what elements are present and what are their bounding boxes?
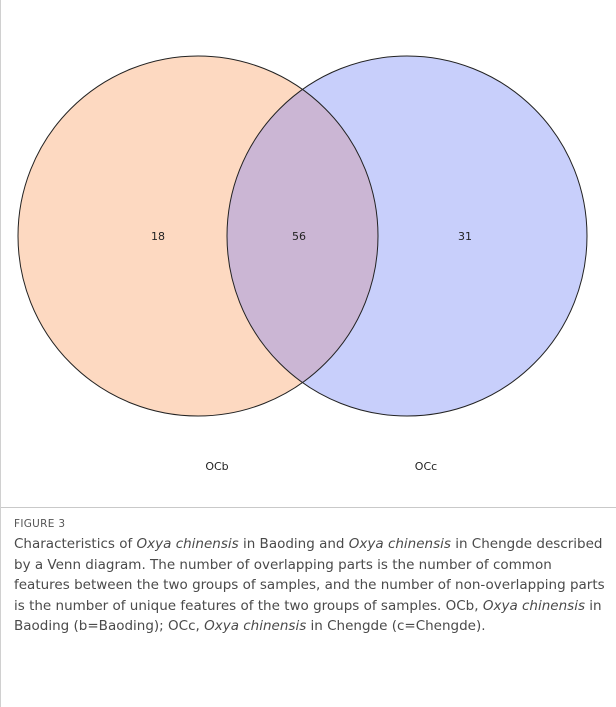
caption-species-name: Oxya chinensis [136, 536, 239, 552]
caption-species-name: Oxya chinensis [348, 536, 451, 552]
venn-circle-ocb-outline [17, 55, 379, 417]
caption-species-name: Oxya chinensis [482, 597, 585, 614]
venn-intersection [227, 56, 378, 416]
caption-text: Characteristics of [14, 536, 137, 552]
venn-diagram: 18 56 31 OCb OCc [17, 55, 588, 473]
caption-text: in Chengde (c=Chengde). [306, 618, 486, 634]
caption-text: in Baoding (b=Baoding); OCc, [14, 597, 602, 635]
venn-count-only-occ: 31 [458, 230, 472, 243]
caption-species-name: Oxya chinensis [204, 618, 307, 634]
venn-count-only-ocb: 18 [151, 230, 165, 243]
venn-set-label-occ: OCc [415, 460, 437, 473]
venn-count-intersection: 56 [292, 230, 306, 243]
caption-text: in Baoding and [238, 536, 349, 552]
figure-caption: Characteristics of Oxya chinensis in Bao… [14, 534, 606, 637]
caption-text: in Chengde described by a Venn diagram. … [14, 536, 605, 614]
caption-divider [1, 507, 616, 508]
figure-label: FIGURE 3 [14, 518, 66, 530]
venn-circle-occ-outline [226, 55, 588, 417]
venn-set-label-ocb: OCb [205, 460, 228, 473]
